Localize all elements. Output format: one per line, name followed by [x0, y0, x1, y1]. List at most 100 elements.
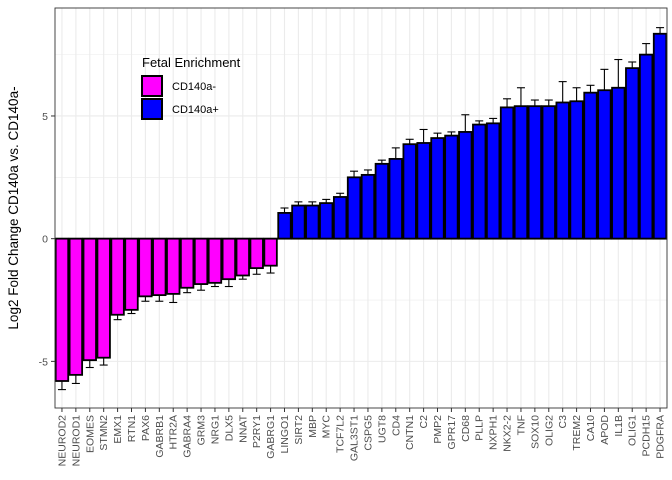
errorbar-gpr17 [447, 131, 456, 136]
errorbar-c3 [558, 81, 567, 103]
errorbar-nrg1 [210, 282, 219, 288]
x-tick-label: STMN2 [98, 415, 110, 451]
x-tick-label: NNAT [237, 414, 249, 442]
errorbar-gal3st1 [350, 170, 359, 178]
errorbar-cd4 [391, 147, 400, 159]
x-tick-label: PAX6 [140, 415, 152, 441]
x-tick-label: CA10 [585, 415, 597, 441]
bar-trem2 [569, 100, 584, 240]
x-tick-label: RTN1 [126, 415, 138, 442]
errorbar-tcf7l2 [336, 192, 345, 197]
x-tick-label: CD4 [390, 415, 402, 436]
y-axis: -5 0 5 [39, 111, 55, 368]
errorbar-grm3 [197, 284, 206, 291]
x-tick-label: CD68 [460, 415, 472, 442]
x-tick-label: UGT8 [376, 415, 388, 443]
x-tick-label: GRM3 [196, 415, 208, 445]
x-tick-label: SOX10 [529, 415, 541, 449]
x-tick-label: NEUROD2 [56, 415, 68, 467]
bar-myc [319, 202, 334, 240]
bar-dlx5 [221, 237, 237, 281]
bar-ca10 [583, 91, 598, 240]
bar-c2 [416, 142, 431, 240]
x-tick-label: NEUROD1 [70, 415, 82, 467]
legend-label-cd140a-pos: CD140a+ [172, 104, 219, 116]
bar-cspg5 [360, 173, 376, 240]
errorbar-neurod2 [57, 381, 66, 391]
y-axis-title: Log2 Fold Change CD140a vs. CD140a- [6, 86, 21, 329]
errorbar-pllp [475, 120, 484, 125]
errorbar-il1b [614, 58, 623, 88]
errorbar-cntn1 [405, 138, 414, 145]
x-tick-label: TREM2 [571, 415, 583, 451]
errorbar-stmn2 [99, 357, 108, 366]
bar-nxph1 [485, 122, 501, 240]
errorbar-gabrg1 [266, 265, 275, 274]
errorbars-group [57, 27, 665, 391]
x-tick-label: OLIG2 [543, 415, 555, 446]
bar-nkx2-2 [499, 106, 515, 240]
x-tick-label: GABRG1 [265, 415, 277, 459]
bars-group [54, 32, 668, 382]
legend-key-cd140a-pos [141, 98, 163, 120]
x-tick-label: DLX5 [223, 415, 235, 441]
bar-sirt2 [291, 204, 306, 240]
legend-label-cd140a-neg: CD140a- [172, 81, 216, 93]
errorbar-nnat [238, 275, 247, 280]
errorbar-p2ry1 [252, 268, 261, 275]
x-tick-label: NXPH1 [488, 415, 500, 450]
errorbar-olig1 [628, 61, 637, 69]
errorbar-pdgfra [656, 27, 665, 34]
x-tick-label: APOD [599, 415, 611, 445]
errorbar-apod [600, 68, 609, 91]
bar-gabrg1 [263, 237, 278, 267]
errorbar-nkx2-2 [503, 98, 512, 108]
bar-neurod1 [68, 237, 84, 376]
bar-olig2 [541, 105, 556, 240]
bar-ugt8 [374, 162, 390, 240]
plot-border [54, 7, 668, 409]
errorbar-rtn1 [127, 309, 136, 315]
bar-il1b [611, 86, 626, 240]
errorbar-sox10 [530, 99, 539, 107]
errorbar-dlx5 [224, 279, 233, 288]
x-tick-label: HTR2A [168, 415, 180, 449]
bar-nrg1 [207, 237, 223, 284]
x-tick-label: PLLP [474, 415, 486, 441]
errorbar-mbp [308, 201, 317, 206]
errorbar-emx1 [113, 314, 122, 321]
errorbar-sirt2 [294, 201, 303, 206]
bar-lingo1 [277, 212, 292, 240]
bar-gpr17 [444, 134, 459, 240]
bar-gabrb1 [152, 237, 167, 297]
bar-pllp [472, 123, 487, 240]
errorbar-neurod1 [71, 374, 80, 385]
bar-pdgfra [652, 32, 668, 240]
x-tick-label: LINGO1 [279, 415, 291, 454]
bar-gal3st1 [346, 176, 362, 240]
bar-pcdh15 [638, 53, 654, 240]
bar-mbp [305, 204, 320, 240]
x-tick-label: IL1B [613, 415, 625, 437]
bar-rtn1 [124, 237, 139, 311]
legend: Fetal Enrichment CD140a- CD140a+ [141, 55, 241, 120]
errorbar-myc [322, 198, 331, 204]
x-tick-label: PDGFRA [655, 415, 667, 459]
legend-title: Fetal Enrichment [142, 55, 241, 70]
x-axis: NEUROD2 NEUROD1 EOMES STMN2 EMX1 RTN1 PAX6 GABR… [56, 408, 667, 467]
x-tick-label: EOMES [84, 415, 96, 453]
errorbar-ugt8 [377, 159, 386, 164]
x-tick-label: TCF7L2 [335, 415, 347, 453]
x-tick-label: GABRB1 [154, 415, 166, 458]
errorbar-trem2 [572, 87, 581, 102]
x-tick-label: GPR17 [446, 415, 458, 450]
bar-emx1 [110, 237, 125, 316]
y-tick-label: 0 [42, 234, 48, 246]
x-tick-label: C2 [418, 415, 430, 429]
x-tick-label: EMX1 [112, 415, 124, 444]
y-tick-label: 5 [42, 111, 48, 123]
x-tick-label: C3 [557, 415, 569, 429]
bar-p2ry1 [249, 237, 264, 270]
errorbar-ca10 [586, 84, 595, 93]
